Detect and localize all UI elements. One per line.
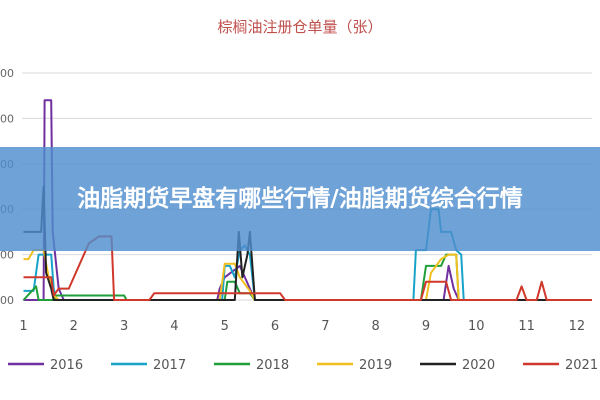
x-tick-label: 4 <box>170 319 178 334</box>
x-tick-label: 3 <box>120 319 128 334</box>
y-tick-label: 00 <box>0 249 14 262</box>
x-tick-label: 6 <box>271 319 279 334</box>
legend: 2016 2017 2018 2019 2020 2021 <box>8 358 598 373</box>
x-tick-label: 9 <box>422 319 430 334</box>
x-tick-label: 5 <box>221 319 229 334</box>
x-tick-label: 12 <box>569 319 586 334</box>
series-line-2021 <box>23 235 592 301</box>
x-tick-label: 1 <box>19 319 27 334</box>
x-axis-ticks: 1 2 3 4 5 6 7 8 9 10 11 12 <box>19 319 585 334</box>
legend-label-2019: 2019 <box>359 358 392 373</box>
overlay-banner: 油脂期货早盘有哪些行情/油脂期货综合行情 <box>0 147 600 251</box>
legend-label-2018: 2018 <box>256 358 289 373</box>
legend-label-2017: 2017 <box>153 358 186 373</box>
x-tick-label: 8 <box>372 319 380 334</box>
legend-label-2016: 2016 <box>50 358 83 373</box>
legend-label-2021: 2021 <box>565 358 598 373</box>
x-tick-label: 11 <box>518 319 535 334</box>
chart-title: 棕榈油注册仓单量（张） <box>217 18 383 36</box>
series-line-2018 <box>22 253 592 301</box>
series-line-2016 <box>23 99 592 301</box>
legend-label-2020: 2020 <box>462 358 495 373</box>
series-line-2019 <box>23 249 592 301</box>
x-tick-label: 10 <box>468 319 485 334</box>
y-tick-label: 00 <box>0 112 14 125</box>
x-tick-label: 2 <box>70 319 78 334</box>
y-tick-label: 00 <box>0 294 14 307</box>
banner-text: 油脂期货早盘有哪些行情/油脂期货综合行情 <box>77 185 523 212</box>
y-tick-label: 00 <box>0 67 14 80</box>
x-tick-label: 7 <box>321 319 329 334</box>
